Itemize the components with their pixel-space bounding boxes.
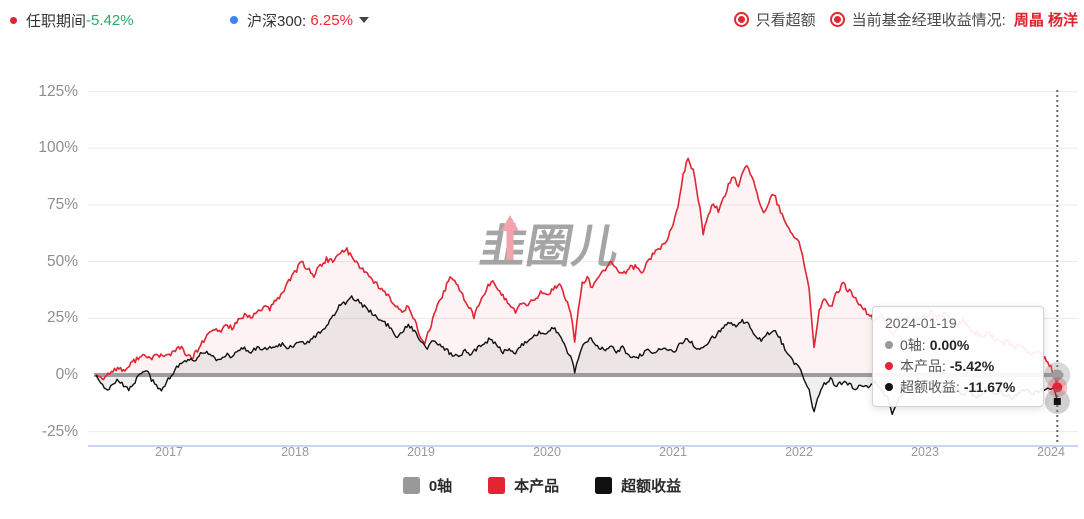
tooltip-zero-axis-value: 0.00% (929, 336, 970, 353)
tooltip-row-excess: 超额收益: -11.67% (885, 376, 1031, 397)
zero-axis-dot-icon (885, 340, 893, 349)
y-axis-tick: 50% (46, 252, 78, 270)
x-axis-tick: 2019 (407, 445, 435, 459)
radio-selected-icon (829, 12, 845, 27)
tooltip-excess-label: 超额收益: (900, 378, 960, 395)
x-axis-tick: 2024 (1037, 445, 1065, 459)
y-axis-tick: 75% (46, 195, 78, 213)
benchmark-series-dot-icon (230, 16, 238, 24)
x-axis-tick: 2017 (155, 445, 183, 459)
y-axis-tick: 0% (55, 366, 78, 383)
excess-swatch-icon (595, 477, 613, 494)
zero-axis-swatch-icon (402, 477, 420, 494)
product-swatch-icon (488, 477, 506, 494)
tooltip-product-value: -5.42% (949, 357, 995, 374)
x-axis-tick: 2021 (659, 445, 687, 459)
legend-item-product[interactable]: 本产品 (488, 475, 559, 496)
y-axis-tick: 100% (38, 139, 78, 157)
tenure-return-legend: 任职期间 -5.42% (10, 9, 134, 31)
tooltip-zero-axis-label: 0轴: (900, 336, 926, 353)
tenure-value: -5.42% (86, 11, 134, 29)
legend-item-excess[interactable]: 超额收益 (595, 475, 681, 496)
benchmark-label: 沪深300: (247, 12, 307, 30)
only-excess-radio[interactable]: 只看超额 (733, 9, 816, 30)
tooltip-row-product: 本产品: -5.42% (885, 355, 1031, 376)
x-axis-tick: 2022 (785, 445, 813, 459)
tooltip-date: 2024-01-19 (885, 315, 957, 331)
watermark-text: 韭圈儿 (476, 220, 623, 272)
chart-tooltip: 2024-01-19 0轴: 0.00% 本产品: -5.42% 超额收益: -… (872, 306, 1044, 407)
tenure-series-dot-icon (10, 16, 17, 24)
legend-excess-label: 超额收益 (621, 478, 682, 495)
manager-names[interactable]: 周晶 杨洋 (1013, 12, 1078, 29)
current-manager-label: 当前基金经理收益情况: (851, 12, 1006, 29)
only-excess-label: 只看超额 (755, 12, 816, 29)
tooltip-excess-value: -11.67% (963, 378, 1016, 395)
legend-zero-axis-label: 0轴 (428, 478, 453, 495)
current-manager-radio[interactable]: 当前基金经理收益情况: 周晶 杨洋 (829, 9, 1078, 30)
benchmark-legend: 沪深300: 6.25% (230, 9, 369, 31)
excess-dot-icon (885, 382, 893, 391)
tenure-label: 任职期间 (26, 12, 87, 30)
tooltip-product-label: 本产品: (900, 357, 946, 374)
legend-item-zero-axis[interactable]: 0轴 (402, 475, 453, 496)
x-axis-tick: 2018 (281, 445, 309, 459)
header-controls: 只看超额 当前基金经理收益情况: 周晶 杨洋 (733, 9, 1078, 30)
chart-legend: 0轴 本产品 超额收益 (0, 475, 1084, 496)
x-axis-tick: 2023 (911, 445, 939, 459)
radio-selected-icon (733, 12, 749, 27)
tooltip-row-zero-axis: 0轴: 0.00% (885, 334, 1031, 355)
y-axis-tick: 25% (46, 309, 78, 327)
y-axis-tick: -25% (41, 422, 78, 440)
benchmark-value: 6.25% (310, 11, 353, 29)
product-dot-icon (885, 361, 893, 370)
y-axis-tick: 125% (38, 82, 78, 100)
legend-product-label: 本产品 (514, 478, 560, 495)
x-axis-tick: 2020 (533, 445, 561, 459)
benchmark-dropdown-caret-icon[interactable] (358, 17, 369, 23)
